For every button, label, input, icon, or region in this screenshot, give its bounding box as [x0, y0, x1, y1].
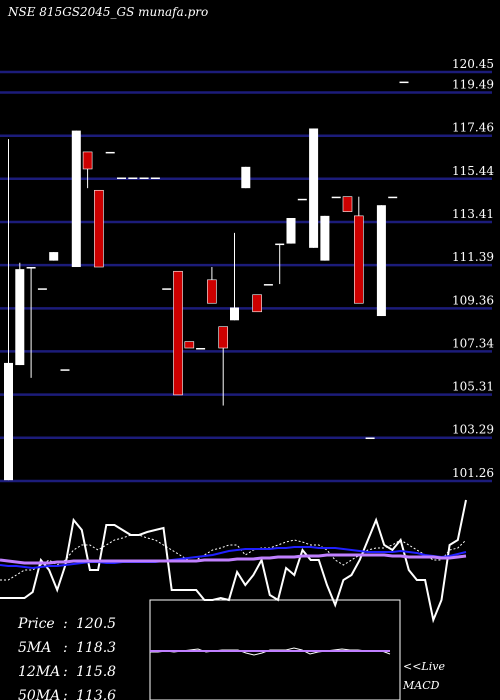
candle-body: [196, 348, 206, 350]
y-tick-label: 120.45: [452, 57, 494, 71]
candle-body: [184, 341, 195, 349]
stats-block: Price : 120.5 5MA : 118.3 12MA : 115.8 5…: [17, 616, 116, 700]
stat-5ma-value: 118.3: [76, 640, 116, 656]
y-axis-ticks: 120.45 119.49 117.46 115.44 113.41 111.39 109.…: [452, 57, 494, 480]
stat-price-value: 120.5: [76, 616, 116, 632]
live-label: <<Live: [403, 660, 445, 673]
candle-body: [365, 437, 375, 440]
candle-body: [150, 177, 160, 180]
candle-body: [218, 326, 228, 349]
candle-body: [37, 288, 47, 290]
indicator-line-white: [0, 499, 467, 624]
candles: [4, 81, 409, 481]
candle-body: [15, 269, 25, 366]
candle-body: [117, 177, 126, 180]
y-tick-label: 105.31: [452, 380, 494, 394]
svg-text::: :: [63, 688, 68, 700]
y-tick-label: 109.36: [452, 293, 494, 307]
y-tick-label: 103.29: [452, 423, 494, 437]
y-tick-label: 101.26: [452, 466, 494, 480]
stat-12ma-value: 115.8: [76, 664, 116, 680]
grid-lines: [0, 70, 492, 483]
stat-price-label: Price: [17, 616, 55, 632]
candle-body: [399, 81, 409, 84]
candle-body: [71, 130, 81, 268]
candle-body: [4, 362, 13, 481]
candle-body: [139, 177, 149, 180]
svg-text::: :: [63, 640, 68, 656]
candle-body: [60, 369, 70, 371]
candle-body: [342, 196, 353, 212]
candle-body: [263, 284, 273, 286]
y-tick-label: 119.49: [452, 77, 494, 91]
indicator-line-blue: [0, 546, 467, 570]
y-tick-label: 113.41: [452, 207, 494, 221]
svg-text::: :: [63, 616, 68, 632]
candle-body: [82, 151, 93, 170]
candle-body: [331, 196, 341, 199]
svg-text::: :: [63, 664, 68, 680]
indicator-panel: [0, 499, 467, 624]
candle-body: [320, 215, 330, 261]
candle-body: [26, 267, 36, 269]
candle-body: [207, 279, 217, 304]
candle-body: [241, 166, 251, 189]
candle-body: [230, 307, 239, 321]
candle-body: [388, 196, 398, 199]
candle-body: [128, 177, 138, 180]
y-tick-label: 111.39: [452, 250, 494, 264]
candle-body: [49, 252, 59, 261]
candle-body: [309, 128, 319, 248]
chart-title: NSE 815GS2045_GS munafa.pro: [7, 5, 208, 19]
candle-body: [353, 215, 364, 304]
indicator-line-violet: [0, 553, 467, 565]
stat-5ma-label: 5MA: [18, 640, 51, 656]
candle-body: [105, 151, 115, 154]
candle-body: [286, 217, 296, 244]
stat-12ma-label: 12MA: [18, 664, 60, 680]
macd-panel: [150, 647, 391, 656]
stat-50ma-value: 113.6: [76, 688, 116, 700]
candle-body: [162, 288, 172, 290]
candle-body: [275, 243, 285, 246]
stat-50ma-label: 50MA: [18, 688, 60, 700]
y-tick-label: 117.46: [452, 121, 494, 135]
candle-body: [173, 270, 183, 396]
macd-label: MACD: [402, 679, 440, 692]
candle-body: [252, 294, 262, 313]
candle-body: [297, 198, 307, 201]
y-tick-label: 115.44: [452, 164, 494, 178]
y-tick-label: 107.34: [452, 336, 494, 350]
candle-body: [94, 189, 104, 268]
candle-body: [376, 205, 386, 317]
